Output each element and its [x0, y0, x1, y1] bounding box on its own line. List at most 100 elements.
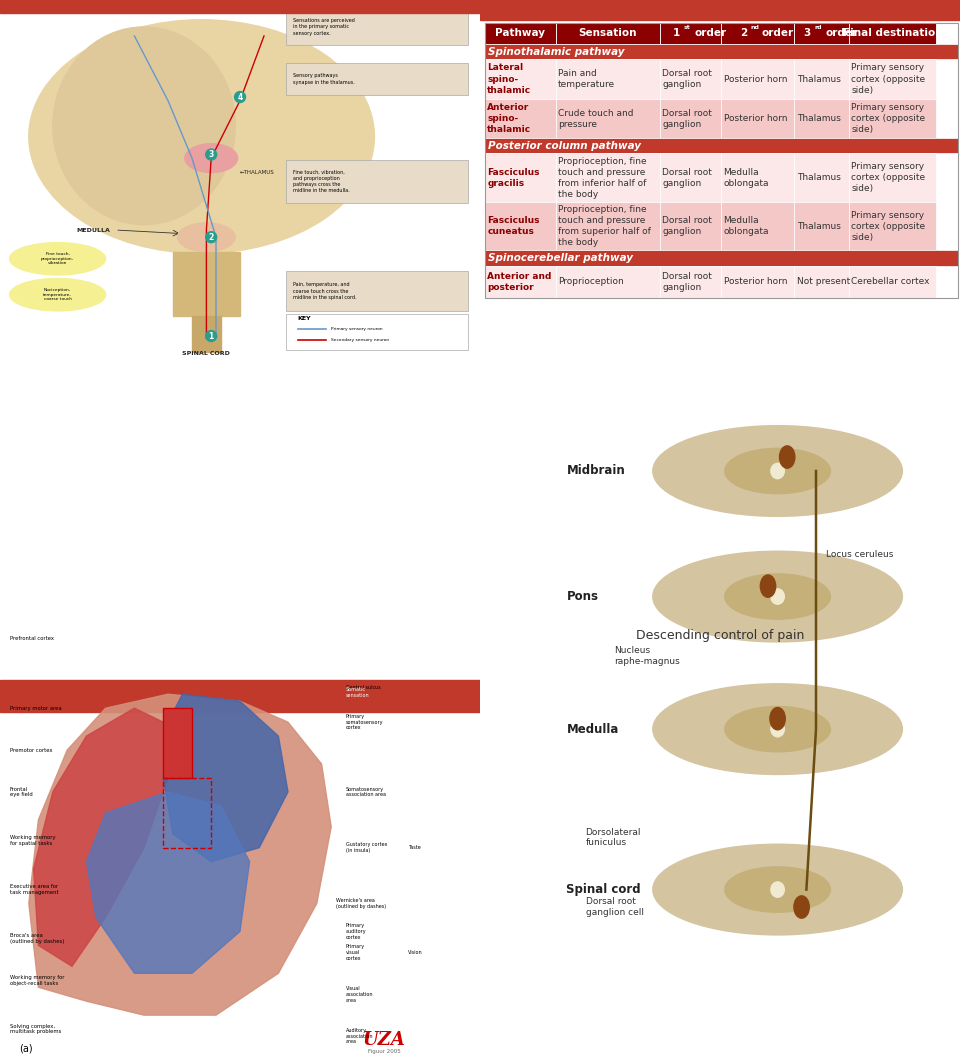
Ellipse shape — [725, 867, 830, 912]
Bar — [556, 153, 660, 202]
Ellipse shape — [53, 27, 235, 225]
Bar — [721, 99, 795, 138]
Text: Pain, temperature, and
coarse touch cross the
midline in the spinal cord.: Pain, temperature, and coarse touch cros… — [293, 282, 356, 300]
Text: 1: 1 — [672, 29, 680, 38]
FancyBboxPatch shape — [286, 10, 468, 44]
Ellipse shape — [821, 565, 888, 628]
Bar — [556, 202, 660, 251]
Text: Wernicke's area
(outlined by dashes): Wernicke's area (outlined by dashes) — [336, 898, 386, 909]
Ellipse shape — [10, 279, 106, 311]
Text: Working memory
for spatial tasks: Working memory for spatial tasks — [10, 835, 56, 847]
Text: Primary sensory
cortex (opposite
side): Primary sensory cortex (opposite side) — [852, 162, 925, 193]
Text: MEDULLA: MEDULLA — [77, 227, 110, 233]
Text: Thalamus: Thalamus — [797, 75, 841, 84]
FancyBboxPatch shape — [286, 63, 468, 95]
Ellipse shape — [667, 698, 734, 761]
Polygon shape — [29, 694, 331, 1015]
Text: Proprioception: Proprioception — [558, 277, 624, 286]
Ellipse shape — [725, 706, 830, 752]
Text: Pain and
temperature: Pain and temperature — [558, 69, 615, 89]
Text: Proprioception, fine
touch and pressure
from inferior half of
the body: Proprioception, fine touch and pressure … — [558, 156, 647, 199]
Bar — [480, 0, 960, 20]
Text: Executive area for
task management: Executive area for task management — [10, 884, 59, 895]
Polygon shape — [163, 694, 288, 861]
Ellipse shape — [667, 565, 734, 628]
Ellipse shape — [184, 144, 238, 172]
Bar — [721, 59, 795, 99]
Text: Auditory
association
area: Auditory association area — [346, 1027, 373, 1044]
Text: Medulla
oblongata: Medulla oblongata — [724, 168, 769, 188]
Text: Primary sensory
cortex (opposite
side): Primary sensory cortex (opposite side) — [852, 103, 925, 134]
Text: Thalamus: Thalamus — [797, 222, 841, 230]
Text: Pons: Pons — [566, 590, 598, 604]
Ellipse shape — [771, 463, 784, 479]
Text: st: st — [684, 25, 690, 31]
Text: Dorsal root
ganglion: Dorsal root ganglion — [662, 272, 712, 292]
Text: Dorsal root
ganglion: Dorsal root ganglion — [662, 168, 712, 188]
Bar — [556, 59, 660, 99]
Bar — [485, 99, 556, 138]
Text: Not present: Not present — [797, 277, 851, 286]
Polygon shape — [192, 316, 221, 352]
Text: Spinal cord: Spinal cord — [566, 883, 641, 896]
Bar — [485, 59, 556, 99]
Bar — [849, 265, 936, 298]
Text: Vision: Vision — [408, 950, 422, 954]
Text: order: order — [826, 29, 857, 38]
Text: Spinothalamic pathway: Spinothalamic pathway — [488, 47, 624, 57]
Text: Primary
somatosensory
cortex: Primary somatosensory cortex — [346, 713, 383, 730]
Bar — [485, 251, 958, 265]
Circle shape — [794, 896, 809, 919]
Text: order: order — [694, 29, 727, 38]
Text: Final destination: Final destination — [843, 29, 943, 38]
Ellipse shape — [771, 589, 784, 605]
Text: Anterior
spino-
thalamic: Anterior spino- thalamic — [487, 103, 531, 134]
Text: Gustatory cortex
(in insula): Gustatory cortex (in insula) — [346, 842, 387, 853]
Text: 2: 2 — [740, 29, 747, 38]
Circle shape — [780, 446, 795, 468]
Bar — [660, 153, 721, 202]
Circle shape — [770, 707, 785, 729]
Bar — [556, 265, 660, 298]
Text: Dorsal root
ganglion: Dorsal root ganglion — [662, 217, 712, 237]
Text: Proprioception, fine
touch and pressure
from superior half of
the body: Proprioception, fine touch and pressure … — [558, 205, 651, 247]
Text: Spinocerebellar pathway: Spinocerebellar pathway — [488, 253, 633, 263]
Text: Anterior and
posterior: Anterior and posterior — [487, 272, 552, 292]
Bar — [0, 681, 480, 711]
Bar — [660, 99, 721, 138]
Text: Solving complex,
multitask problems: Solving complex, multitask problems — [10, 1023, 61, 1035]
Text: Fasciculus
cuneatus: Fasciculus cuneatus — [487, 217, 540, 237]
Bar — [556, 99, 660, 138]
Text: Pathway: Pathway — [495, 29, 545, 38]
Bar — [660, 265, 721, 298]
Text: Crude touch and
pressure: Crude touch and pressure — [558, 109, 634, 129]
Text: SPINAL CORD: SPINAL CORD — [182, 351, 230, 356]
Text: Primary sensory
cortex (opposite
side): Primary sensory cortex (opposite side) — [852, 210, 925, 242]
Text: Broca's area
(outlined by dashes): Broca's area (outlined by dashes) — [10, 933, 64, 944]
Polygon shape — [34, 708, 168, 966]
Ellipse shape — [29, 20, 374, 254]
Text: Sensations are perceived
in the primary somatic
sensory cortex.: Sensations are perceived in the primary … — [293, 18, 354, 36]
Text: Sensory pathways
synapse in the thalamus.: Sensory pathways synapse in the thalamus… — [293, 74, 354, 85]
Bar — [721, 202, 795, 251]
Text: Somatosensory
association area: Somatosensory association area — [346, 786, 386, 797]
Bar — [660, 22, 721, 44]
Polygon shape — [173, 252, 240, 316]
Text: KEY: KEY — [298, 316, 311, 320]
Ellipse shape — [653, 684, 902, 775]
Bar — [485, 138, 958, 153]
Text: Locus ceruleus: Locus ceruleus — [826, 551, 893, 559]
Ellipse shape — [771, 722, 784, 737]
Bar — [556, 22, 660, 44]
Text: Frontal
eye field: Frontal eye field — [10, 786, 33, 797]
Text: Midbrain: Midbrain — [566, 464, 625, 478]
Bar — [849, 153, 936, 202]
Bar — [485, 44, 958, 59]
Bar — [849, 59, 936, 99]
Text: Posterior column pathway: Posterior column pathway — [488, 141, 640, 151]
Text: Sensation: Sensation — [579, 29, 637, 38]
Text: UZA: UZA — [363, 1031, 405, 1049]
Ellipse shape — [667, 858, 734, 921]
Ellipse shape — [725, 448, 830, 494]
Bar — [795, 202, 849, 251]
